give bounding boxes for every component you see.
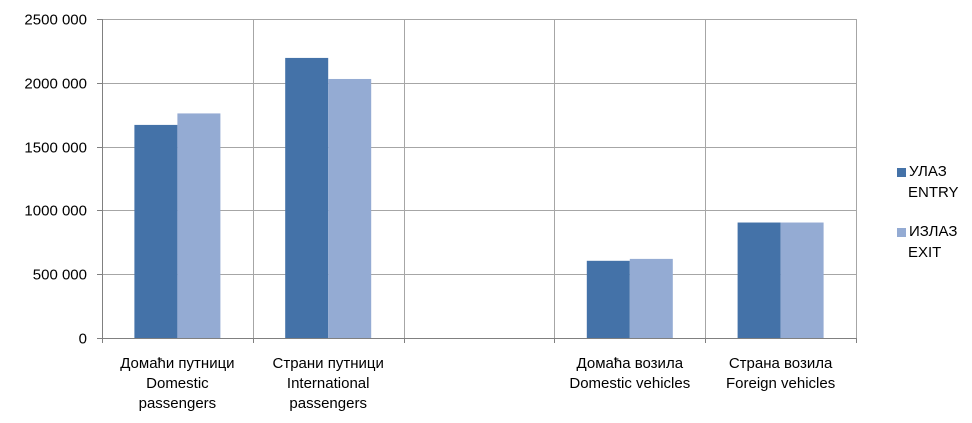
bar-entry xyxy=(586,260,630,338)
bar-exit xyxy=(629,258,673,338)
bar-exit xyxy=(780,222,824,338)
x-category-label: Страни путници International passengers xyxy=(273,355,384,412)
y-tick-label: 0 xyxy=(79,331,87,348)
y-tick-label: 1500 000 xyxy=(24,140,87,157)
chart-legend: УЛАЗ ENTRY ИЗЛАЗ EXIT xyxy=(897,163,959,261)
x-category-label: Домаћи путници Domestic passengers xyxy=(120,355,234,412)
y-tick-label: 2000 000 xyxy=(24,76,87,93)
y-tick-label: 1000 000 xyxy=(24,203,87,220)
chart-gridlines xyxy=(102,19,857,338)
bar-entry xyxy=(737,222,781,338)
x-category-label: Страна возила Foreign vehicles xyxy=(726,355,835,392)
bar-exit xyxy=(328,78,372,339)
x-category-label: Домаћа возила Domestic vehicles xyxy=(569,355,690,392)
x-axis-category-labels: Домаћи путници Domestic passengers Страни п… xyxy=(120,355,835,412)
y-axis-tick-labels: 0 500 000 1000 000 1500 000 2000 000 2500 000 xyxy=(24,12,87,348)
legend-swatch xyxy=(897,168,906,177)
chart-axes xyxy=(97,19,857,343)
bar-entry xyxy=(285,57,329,338)
chart-bars xyxy=(134,57,824,339)
y-tick-label: 2500 000 xyxy=(24,12,87,29)
bar-exit xyxy=(177,113,221,338)
legend-label: УЛАЗ ENTRY xyxy=(908,163,959,201)
bar-entry xyxy=(134,124,178,339)
y-tick-label: 500 000 xyxy=(33,267,87,284)
legend-swatch xyxy=(897,228,906,237)
legend-label: ИЗЛАЗ EXIT xyxy=(908,223,957,261)
